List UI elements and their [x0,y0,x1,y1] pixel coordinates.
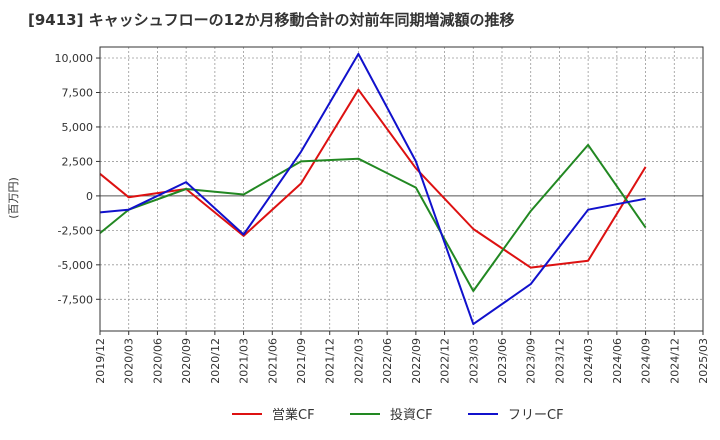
series-line-フリーCF [99,52,646,326]
x-tick-label: 2023/12 [553,338,566,384]
x-tick-label: 2022/03 [352,338,365,384]
y-tick-label: -7,500 [58,293,93,306]
x-tick-label: 2020/06 [151,338,164,384]
y-tick-label: 0 [86,190,93,203]
x-tick-label: 2023/09 [525,338,538,384]
series-line-投資CF [99,143,647,292]
y-tick-label: 2,500 [62,155,94,168]
legend: 営業CF 投資CF フリーCF [232,407,564,423]
x-tick-label: 2022/09 [410,338,423,384]
x-tick-label: 2021/03 [238,338,251,384]
legend-label: 投資CF [390,407,433,423]
x-tick-label: 2024/09 [640,338,653,384]
x-tick-label: 2019/12 [94,338,107,384]
legend-label: フリーCF [508,408,564,423]
x-tick-label: 2021/12 [324,338,337,384]
x-tick-label: 2020/12 [209,338,222,384]
y-tick-label: -5,000 [58,259,93,272]
chart-title: [9413] キャッシュフローの12か月移動合計の対前年同期増減額の推移 [28,11,515,29]
y-tick-label: 10,000 [55,52,94,65]
y-tick-label: -2,500 [58,224,93,237]
plot-frame [99,46,704,332]
x-tick-label: 2020/03 [123,338,136,384]
y-axis-label: (百万円) [7,177,20,219]
y-tick-label: 5,000 [62,121,94,134]
x-tick-label: 2024/03 [582,338,595,384]
y-axis-ticks: 10,000 7,500 5,000 2,500 0 -2,500 -5,000 -7,500 [55,52,100,306]
legend-label: 営業CF [272,407,315,423]
x-tick-label: 2025/03 [697,338,710,384]
x-axis-ticks: 2019/12 2020/03 2020/06 2020/09 2020/12 2021/… [94,331,710,384]
x-tick-label: 2023/06 [496,338,509,384]
x-tick-label: 2022/06 [381,338,394,384]
x-tick-label: 2022/12 [439,338,452,384]
x-tick-label: 2024/06 [611,338,624,384]
x-tick-label: 2023/03 [467,338,480,384]
x-tick-label: 2024/12 [668,338,681,384]
x-tick-label: 2021/06 [266,338,279,384]
x-tick-label: 2021/09 [295,338,308,384]
y-tick-label: 7,500 [62,86,94,99]
x-tick-label: 2020/09 [180,338,193,384]
series-lines [99,52,647,326]
